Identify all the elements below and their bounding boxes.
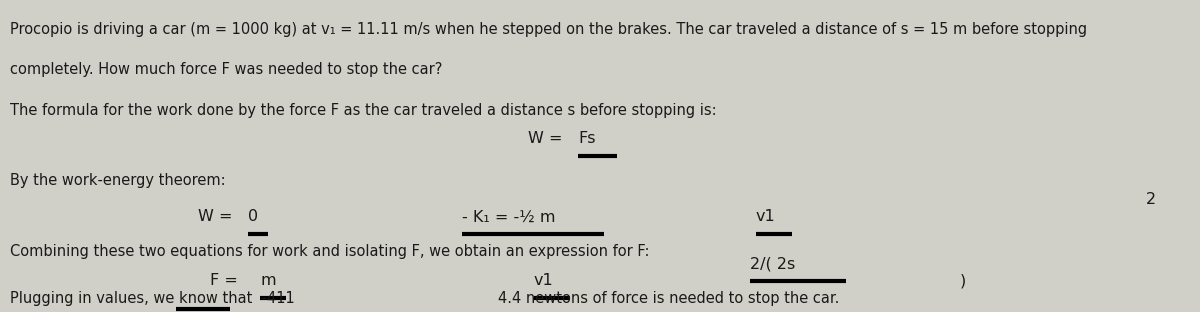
Text: - K₁ = -½ m: - K₁ = -½ m <box>462 209 556 224</box>
Text: W =: W = <box>198 209 238 224</box>
Text: F =: F = <box>210 273 242 288</box>
Text: By the work-energy theorem:: By the work-energy theorem: <box>10 173 226 188</box>
Text: 2/( 2s: 2/( 2s <box>750 256 796 271</box>
Text: 0: 0 <box>248 209 258 224</box>
Text: The formula for the work done by the force F as the car traveled a distance s be: The formula for the work done by the for… <box>10 103 716 118</box>
Text: Combining these two equations for work and isolating F, we obtain an expression : Combining these two equations for work a… <box>10 244 649 259</box>
Text: v1: v1 <box>756 209 775 224</box>
Text: completely. How much force F was needed to stop the car?: completely. How much force F was needed … <box>10 62 442 77</box>
Text: v1: v1 <box>534 273 553 288</box>
Text: Plugging in values, we know that  -411: Plugging in values, we know that -411 <box>10 291 294 306</box>
Text: W =: W = <box>528 131 568 146</box>
Text: m: m <box>260 273 276 288</box>
Text: Procopio is driving a car (m = 1000 kg) at v₁ = 11.11 m/s when he stepped on the: Procopio is driving a car (m = 1000 kg) … <box>10 22 1087 37</box>
Text: 2: 2 <box>1146 192 1156 207</box>
Text: Fs: Fs <box>578 131 596 146</box>
Text: ): ) <box>960 273 966 288</box>
Text: 4.4 newtons of force is needed to stop the car.: 4.4 newtons of force is needed to stop t… <box>498 291 839 306</box>
